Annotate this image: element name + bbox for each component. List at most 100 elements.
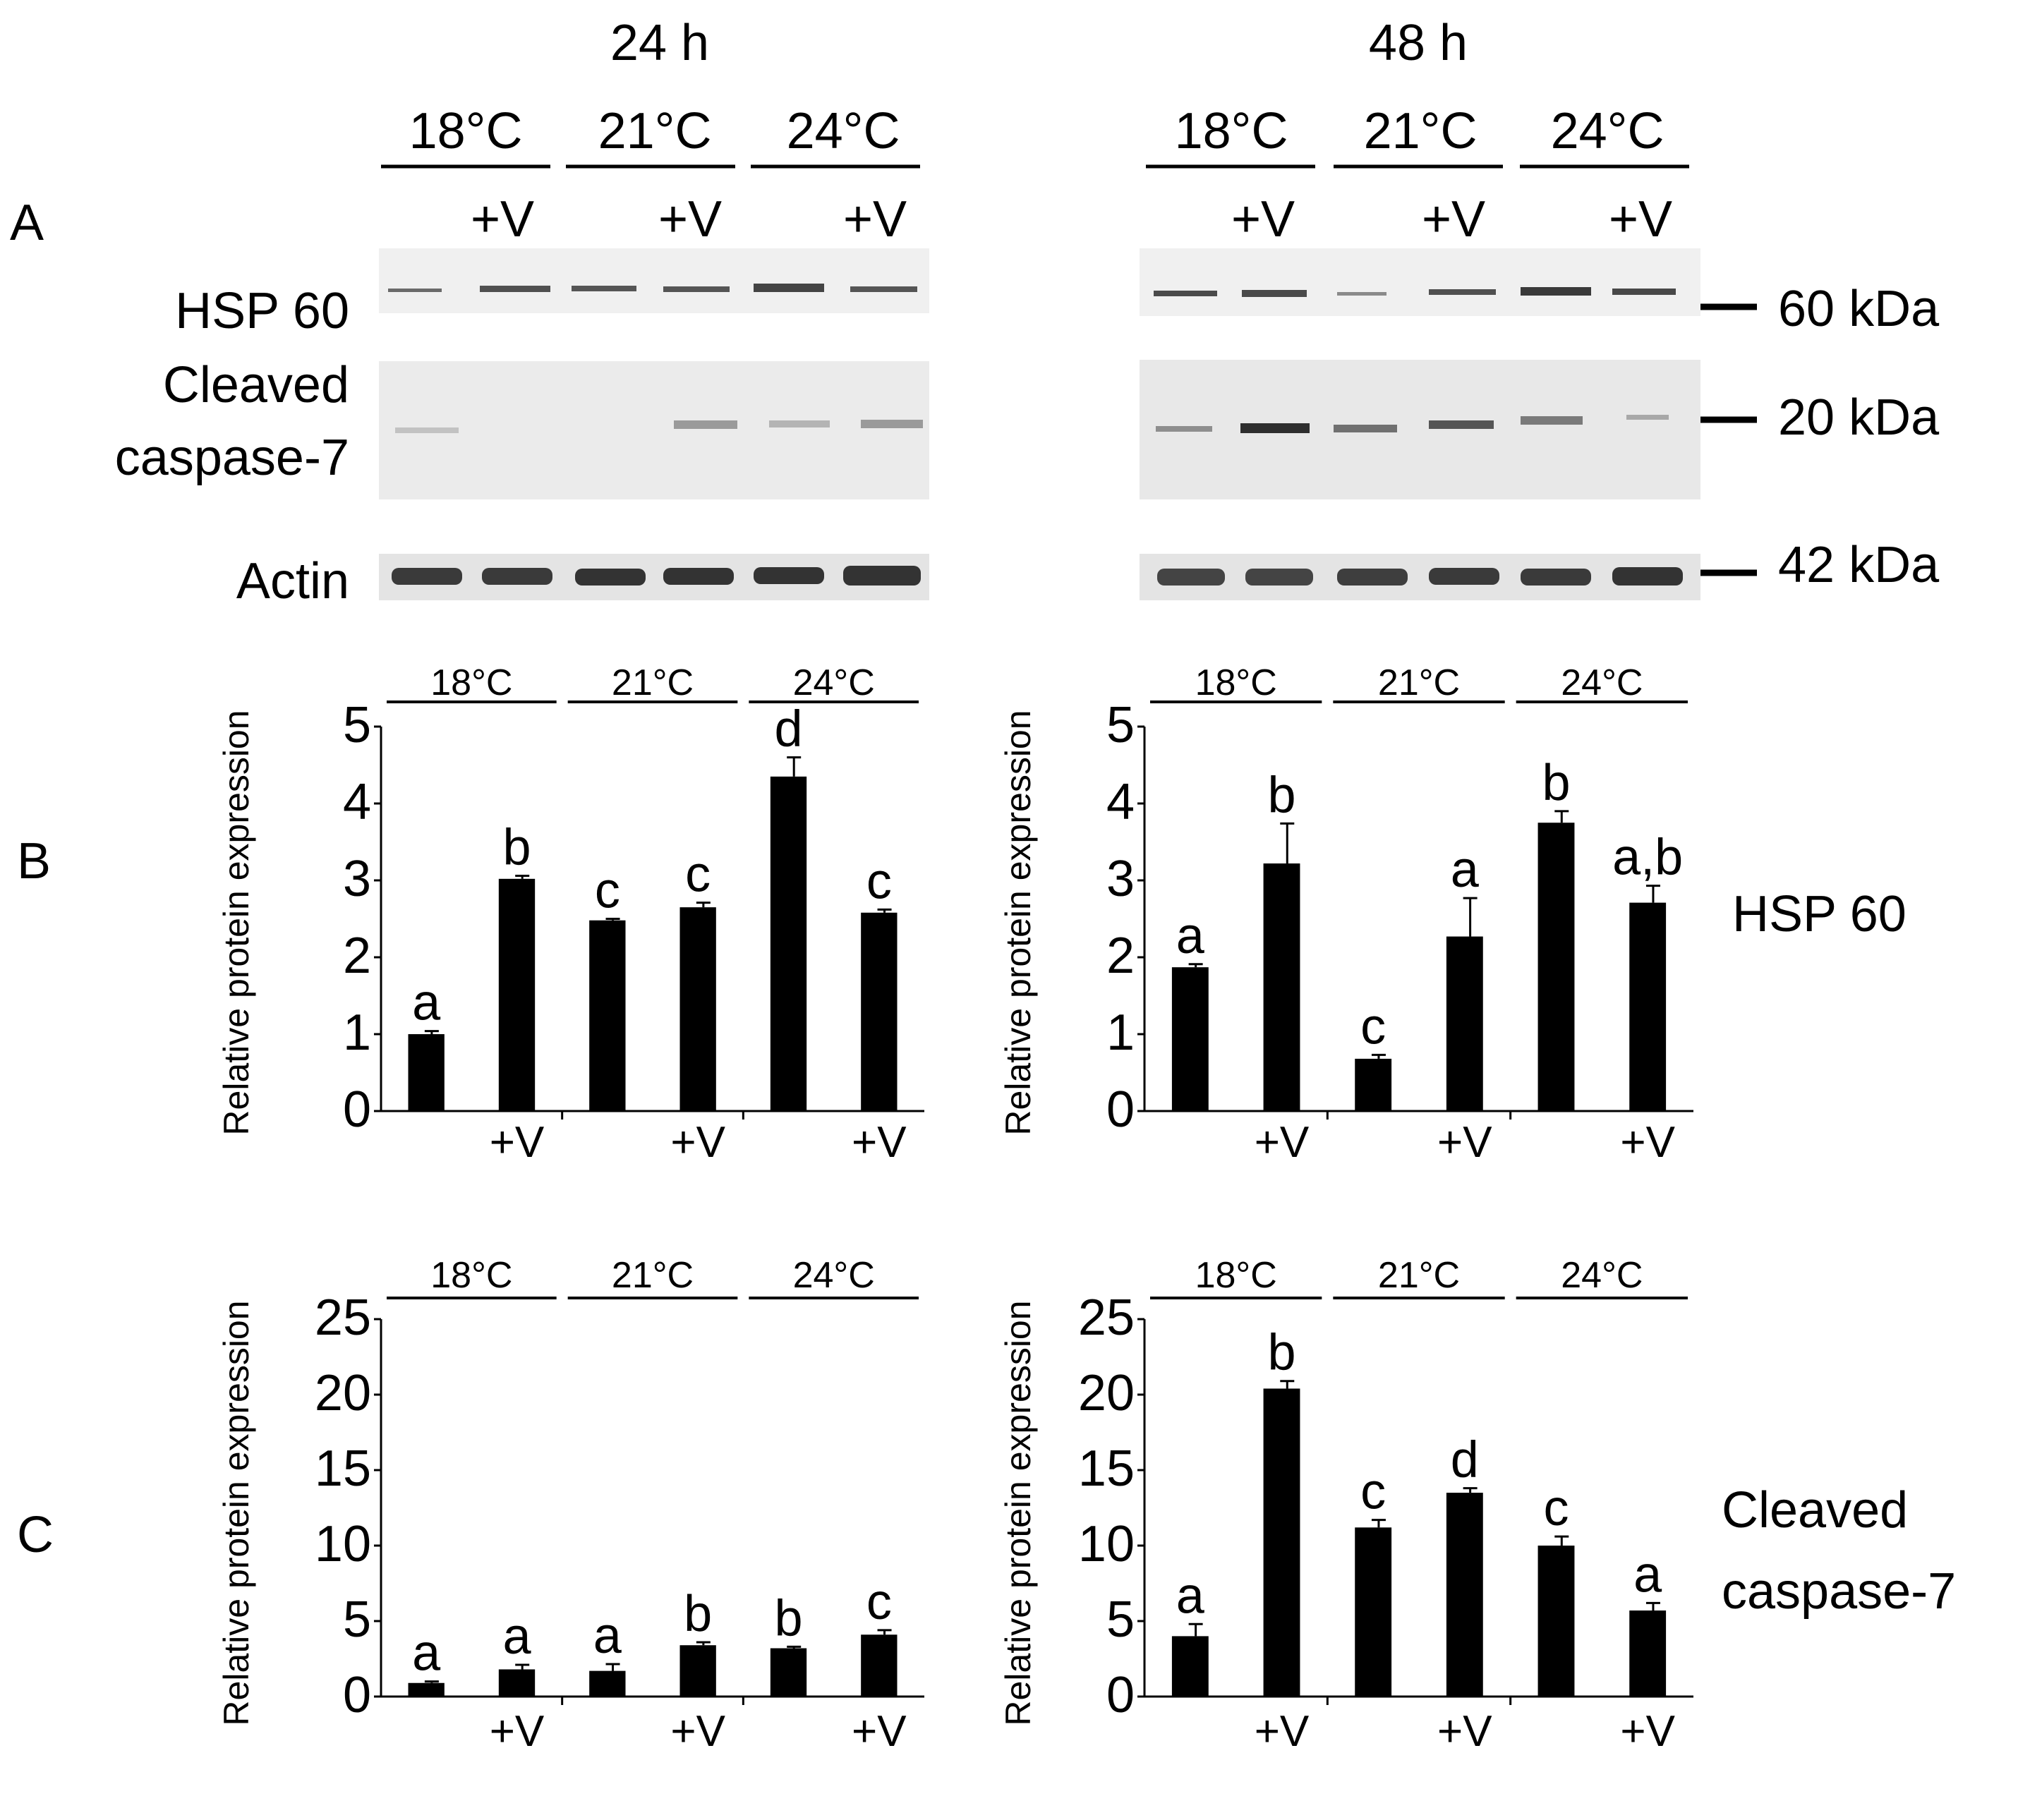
x-treatment-label: +V (1620, 1707, 1675, 1756)
bar (679, 907, 716, 1111)
blot-row-label-caspase: caspase-7 (115, 430, 349, 486)
blot-row-label-actin: Actin (236, 553, 349, 609)
bar (861, 1634, 898, 1697)
bar (1171, 1636, 1209, 1697)
blot-band (388, 289, 442, 292)
panel-letter-a: A (10, 195, 44, 251)
blot-strip (1140, 554, 1700, 600)
y-tick-label: 4 (1106, 774, 1135, 830)
blot-temp-label: 21°C (1364, 103, 1478, 159)
y-axis-label: Relative protein expression (998, 1300, 1038, 1725)
x-treatment-label: +V (670, 1707, 725, 1756)
significance-letter: a (502, 1608, 531, 1665)
significance-letter: a (412, 1625, 441, 1682)
significance-letter: c (1360, 1464, 1386, 1520)
blot-strip (379, 554, 929, 600)
bar (770, 776, 807, 1111)
blot-band (480, 286, 550, 292)
chart-temp-label: 24°C (1561, 662, 1643, 703)
blot-band (1242, 290, 1307, 297)
y-tick-label: 0 (1106, 1667, 1135, 1723)
y-tick-label: 4 (343, 774, 371, 830)
chart-temp-label: 18°C (1195, 1255, 1277, 1296)
y-tick-label: 0 (343, 1081, 371, 1138)
blot-strip (1140, 360, 1700, 499)
x-treatment-label: +V (490, 1707, 545, 1756)
chart-c-24h: 18°C 21°C 24°C 0 5 10 15 20 25 Relative protein e… (217, 1255, 924, 1756)
bar (1355, 1058, 1392, 1111)
x-treatment-label: +V (1620, 1118, 1675, 1167)
bar (679, 1645, 716, 1697)
significance-letter: d (1451, 1432, 1479, 1488)
time-label-48h: 48 h (1369, 15, 1468, 71)
significance-letter: a (593, 1608, 622, 1664)
blot-band (1337, 292, 1386, 296)
chart-temp-label: 21°C (612, 662, 694, 703)
blot-temperature-header-48h: 18°C 21°C 24°C +V +V +V (1146, 103, 1689, 248)
blot-temp-label: 24°C (787, 103, 900, 159)
y-tick-label: 25 (1078, 1290, 1135, 1346)
chart-c-48h: 18°C 21°C 24°C 0 5 10 15 20 25 Relative protein e… (998, 1255, 1693, 1756)
y-tick-label: 5 (343, 1591, 371, 1648)
significance-letter: b (1267, 767, 1295, 823)
side-label-caspase: Cleaved (1722, 1482, 1908, 1539)
y-tick-label: 0 (1106, 1081, 1135, 1138)
blot-band (395, 427, 459, 433)
significance-letter: a (412, 975, 441, 1031)
blot-band (1612, 289, 1676, 295)
chart-temp-label: 21°C (612, 1255, 694, 1296)
significance-letter: a (1451, 842, 1480, 898)
bar (408, 1682, 445, 1697)
y-tick-label: 15 (315, 1440, 371, 1497)
significance-letter: b (684, 1586, 712, 1642)
significance-letter: c (1360, 998, 1386, 1055)
y-tick-label: 5 (1106, 1591, 1135, 1648)
y-tick-label: 5 (1106, 697, 1135, 753)
side-label-caspase: caspase-7 (1722, 1563, 1956, 1620)
chart-temp-label: 24°C (1561, 1255, 1643, 1296)
significance-letter: c (595, 863, 620, 919)
bar (1446, 1493, 1483, 1697)
x-treatment-label: +V (852, 1118, 907, 1167)
significance-letter: b (1267, 1325, 1295, 1381)
y-tick-label: 5 (343, 697, 371, 753)
blot-band (843, 566, 921, 586)
y-tick-label: 1 (1106, 1005, 1135, 1061)
y-tick-label: 1 (343, 1005, 371, 1061)
blot-band (1521, 569, 1591, 586)
x-treatment-label: +V (1437, 1707, 1492, 1756)
y-tick-label: 3 (343, 851, 371, 907)
significance-letter: c (685, 847, 711, 903)
blot-band (850, 286, 917, 292)
blot-temp-label: 18°C (409, 103, 523, 159)
bar (1263, 863, 1300, 1111)
marker-label-42kda: 42 kDa (1778, 537, 1940, 593)
blot-band (754, 284, 824, 292)
blot-band (1240, 423, 1310, 433)
blot-temp-label: 21°C (598, 103, 712, 159)
bar (498, 1669, 536, 1697)
blot-band (1245, 569, 1313, 586)
blot-band (663, 286, 730, 292)
chart-b-24h: 18°C 21°C 24°C 0 1 2 3 4 5 Relative protein expre… (217, 662, 924, 1167)
blot-band (1429, 420, 1494, 429)
bar (1629, 1610, 1667, 1697)
blot-band (1521, 416, 1583, 425)
chart-temp-label: 24°C (793, 1255, 875, 1296)
blot-temp-label: 24°C (1551, 103, 1664, 159)
y-tick-label: 25 (315, 1290, 371, 1346)
significance-letter: a (1176, 1567, 1205, 1624)
y-tick-label: 15 (1078, 1440, 1135, 1497)
bar (1355, 1527, 1392, 1697)
chart-temp-label: 18°C (430, 1255, 512, 1296)
blot-temp-label: 18°C (1175, 103, 1288, 159)
significance-letter: a,b (1612, 830, 1683, 886)
x-treatment-label: +V (490, 1118, 545, 1167)
blot-treatment-label: +V (1231, 191, 1295, 248)
significance-letter: a (1176, 908, 1205, 964)
bar (1171, 967, 1209, 1111)
blot-band (572, 286, 636, 291)
bar (1537, 1546, 1575, 1697)
blot-strip (379, 248, 929, 313)
blot-treatment-label: +V (658, 191, 722, 248)
